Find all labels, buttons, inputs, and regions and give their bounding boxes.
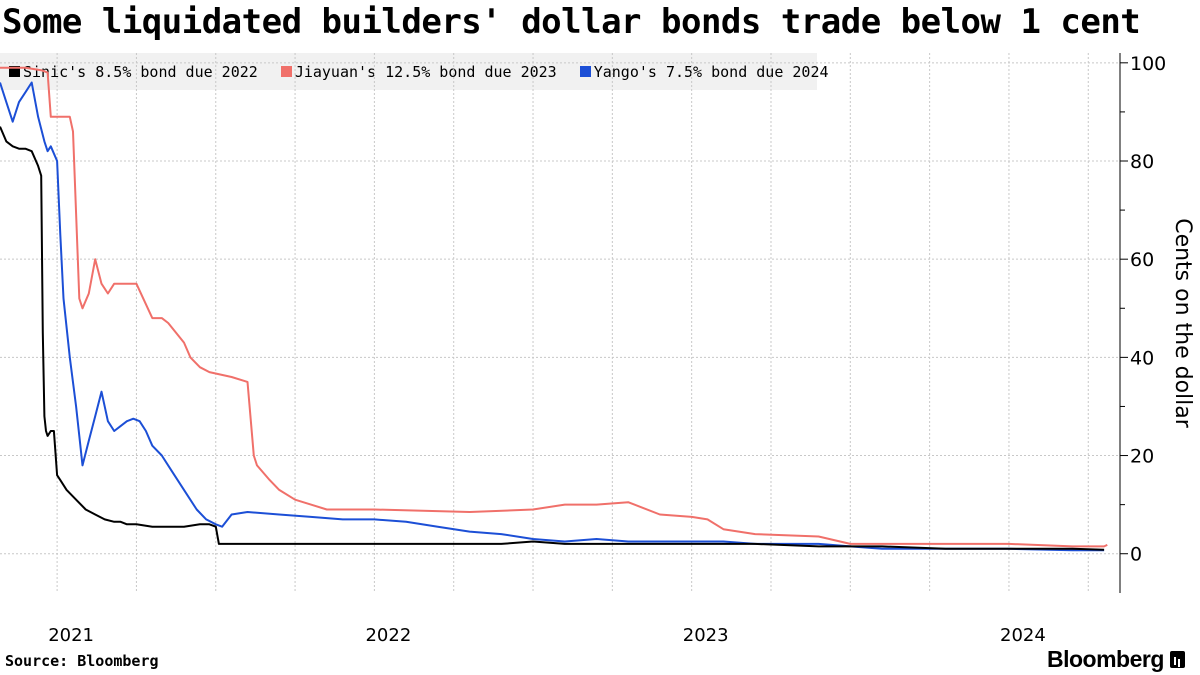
chart-grid <box>0 53 1120 593</box>
legend-item-yango: Yango's 7.5% bond due 2024 <box>579 62 829 81</box>
x-tick-label: 2024 <box>1000 625 1046 646</box>
y-tick-label: 0 <box>1130 544 1142 566</box>
chart-title: Some liquidated builders' dollar bonds t… <box>2 2 1141 42</box>
y-axis-label: Cents on the dollar <box>1170 218 1195 429</box>
chart-legend: Sinic's 8.5% bond due 2022 Jiayuan's 12.… <box>0 53 829 90</box>
legend-swatch-jiayuan <box>280 66 292 77</box>
y-tick-label: 100 <box>1130 53 1166 75</box>
series-line <box>0 126 1105 551</box>
source-note: Source: Bloomberg <box>5 652 159 670</box>
legend-item-jiayuan: Jiayuan's 12.5% bond due 2023 <box>280 62 557 81</box>
chart-axes: 0 20 40 60 80 100 2021 2022 2023 2024 Cents on the… <box>48 53 1195 646</box>
legend-label-sinic: Sinic's 8.5% bond due 2022 <box>23 62 258 81</box>
x-tick-label: 2023 <box>683 625 729 646</box>
legend-swatch-yango <box>579 66 591 77</box>
legend-label-jiayuan: Jiayuan's 12.5% bond due 2023 <box>294 62 557 81</box>
y-tick-label: 60 <box>1130 249 1154 271</box>
series-line <box>0 66 1108 548</box>
x-tick-label: 2021 <box>48 625 94 646</box>
y-tick-label: 20 <box>1130 446 1154 468</box>
y-tick-label: 40 <box>1130 347 1154 369</box>
bloomberg-logo: Bloomberg <box>1047 646 1185 673</box>
bloomberg-terminal-icon <box>1169 651 1185 668</box>
chart-lines <box>0 66 1108 552</box>
brand-text: Bloomberg <box>1047 646 1164 672</box>
legend-swatch-sinic <box>9 66 20 77</box>
legend-item-sinic: Sinic's 8.5% bond due 2022 <box>9 63 258 81</box>
legend-label-yango: Yango's 7.5% bond due 2024 <box>593 62 829 81</box>
y-tick-label: 80 <box>1130 151 1154 173</box>
x-tick-label: 2022 <box>365 625 411 646</box>
series-line <box>0 81 1105 552</box>
